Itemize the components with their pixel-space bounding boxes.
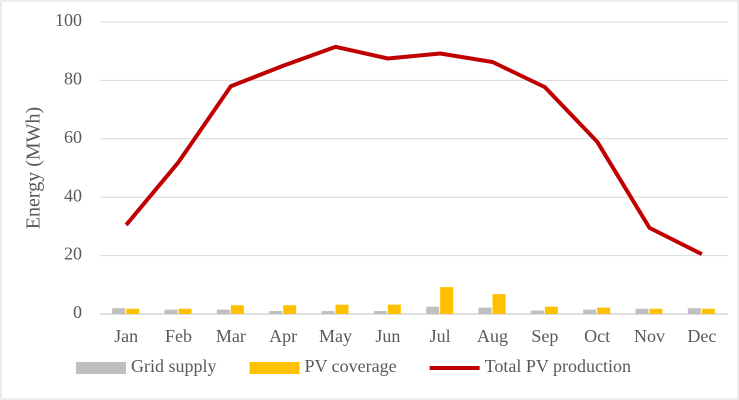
bar — [426, 306, 440, 314]
x-tick-label: Jan — [114, 326, 138, 346]
x-tick-label: Dec — [687, 326, 716, 346]
y-tick-label: 20 — [64, 244, 82, 264]
bar — [387, 304, 401, 314]
x-tick-label: Jul — [430, 326, 451, 346]
y-tick-label: 100 — [55, 10, 82, 30]
legend-label: Total PV production — [485, 356, 631, 376]
bar — [687, 308, 701, 314]
bar — [440, 287, 454, 314]
bar — [373, 311, 387, 314]
bar — [544, 306, 558, 314]
bar — [216, 309, 230, 314]
legend-swatch — [76, 362, 126, 374]
x-tick-label: May — [319, 326, 352, 346]
bar — [269, 311, 283, 314]
bar — [283, 305, 297, 314]
legend-label: Grid supply — [131, 356, 217, 376]
bar — [112, 308, 126, 314]
bar — [126, 308, 140, 314]
y-tick-label: 0 — [73, 302, 82, 322]
legend-swatch — [249, 362, 300, 374]
legend-label: PV coverage — [305, 356, 397, 376]
x-tick-label: Jun — [375, 326, 400, 346]
bar — [178, 308, 192, 314]
x-tick-label: Nov — [634, 326, 665, 346]
bar — [478, 307, 492, 314]
x-tick-label: Apr — [269, 326, 297, 346]
bar — [649, 308, 663, 314]
x-tick-label: Sep — [531, 326, 558, 346]
bar — [583, 309, 597, 314]
bar — [597, 307, 611, 314]
bar — [635, 308, 649, 314]
y-tick-label: 80 — [64, 69, 82, 89]
bar — [164, 309, 178, 314]
x-tick-label: Mar — [216, 326, 246, 346]
bar — [321, 311, 335, 314]
x-tick-label: Feb — [165, 326, 192, 346]
bar — [230, 305, 244, 314]
bar — [335, 304, 349, 314]
bar — [492, 294, 506, 314]
line — [124, 44, 703, 256]
x-tick-label: Oct — [584, 326, 610, 346]
y-tick-label: 40 — [64, 185, 82, 205]
x-tick-label: Aug — [477, 326, 508, 346]
y-tick-label: 60 — [64, 127, 82, 147]
bar — [530, 310, 544, 314]
y-axis-label: Energy (MWh) — [23, 107, 45, 229]
bar — [701, 308, 715, 314]
